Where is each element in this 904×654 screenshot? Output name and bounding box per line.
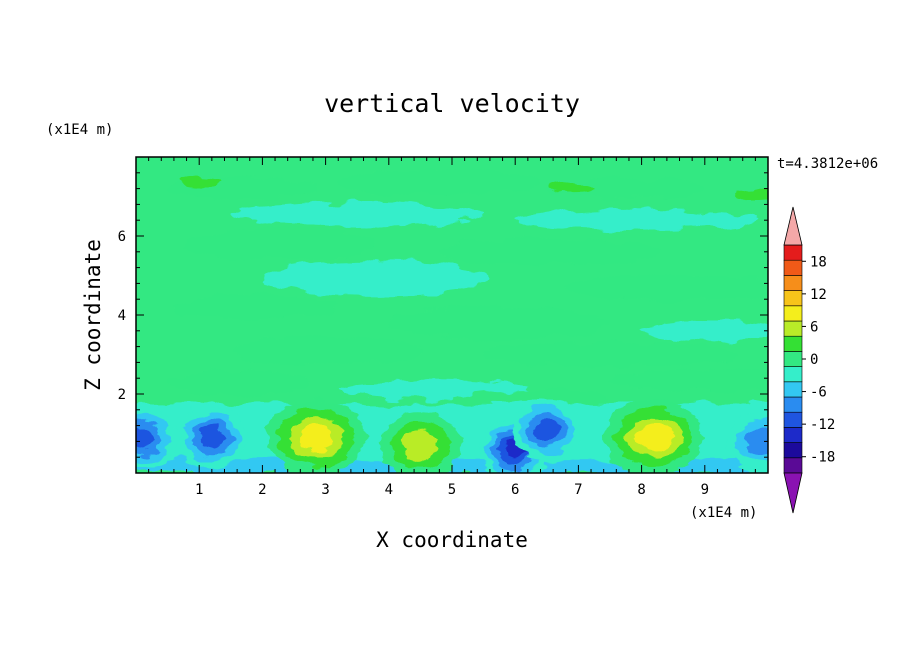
convective-cell-updraft [379, 413, 462, 473]
weak-updraft [733, 188, 768, 201]
colorbar-segment [783, 275, 803, 291]
colorbar-segment [783, 351, 803, 367]
contour-level [298, 424, 334, 451]
colorbar: 18 12 6 0 -6 -12 -18 [783, 206, 835, 514]
contour-level [402, 431, 439, 460]
convective-cell-downdraft [726, 409, 768, 473]
y-tick-label: 6 [118, 229, 126, 245]
colorbar-segment [783, 305, 803, 322]
colorbar-segment [783, 244, 803, 261]
x-tick-label: 3 [321, 482, 329, 498]
y-tick-label: 2 [118, 387, 126, 403]
contour-cells [136, 397, 768, 473]
weak-updraft [177, 176, 222, 189]
weak-updraft [549, 180, 595, 193]
colorbar-segment [783, 320, 803, 337]
colorbar-tick-label: -18 [810, 450, 835, 466]
streak-band [167, 369, 307, 395]
y-tick-label: 4 [118, 308, 126, 324]
x-tick-label: 8 [637, 482, 645, 498]
x-tick-label: 7 [574, 482, 582, 498]
streak-band [641, 320, 768, 342]
colorbar-segment [783, 381, 803, 398]
colorbar-tick-label: 12 [810, 287, 827, 303]
chart-title: vertical velocity [324, 89, 580, 118]
colorbar-segment [783, 442, 803, 459]
colorbar-segment [783, 411, 803, 428]
contour-level [534, 418, 559, 441]
x-tick-label: 6 [511, 482, 519, 498]
plot-area [136, 157, 768, 473]
streak-band [186, 228, 377, 260]
colorbar-under-triangle [783, 472, 803, 514]
streak-band [565, 274, 768, 301]
x-axis-ticks: 1 2 3 4 5 6 7 8 9 [148, 157, 756, 498]
colorbar-tick-label: 0 [810, 352, 818, 368]
streak-band [388, 307, 610, 339]
colorbar-tick-label: -6 [810, 385, 827, 401]
streak-band [515, 209, 756, 231]
colorbar-tick-label: -12 [810, 417, 835, 433]
contour-level [746, 427, 768, 456]
x-tick-label: 9 [701, 482, 709, 498]
colorbar-tick-label: 18 [810, 254, 827, 270]
x-tick-label: 4 [385, 482, 393, 498]
colorbar-over-triangle [783, 206, 803, 246]
streak-band [173, 294, 339, 320]
contour-level [637, 424, 672, 451]
convective-cell-updraft [266, 399, 366, 473]
x-axis-label: X coordinate [376, 528, 528, 552]
convective-cell-updraft [604, 399, 704, 473]
x-tick-label: 2 [258, 482, 266, 498]
colorbar-segment [783, 457, 803, 474]
streak-band [230, 202, 484, 227]
x-unit-label: (x1E4 m) [690, 505, 757, 521]
y-axis-label: Z coordinate [81, 239, 105, 391]
x-tick-label: 5 [448, 482, 456, 498]
y-unit-label: (x1E4 m) [46, 122, 113, 138]
streak-band [338, 169, 541, 196]
convective-cell-downdraft [136, 405, 178, 470]
streak-band [230, 336, 421, 365]
convective-cell-downdraft [177, 405, 247, 470]
x-tick-label: 1 [195, 482, 203, 498]
colorbar-segment [783, 366, 803, 383]
colorbar-segment [783, 427, 803, 443]
convective-cell-downdraft [512, 397, 582, 462]
streak-band [262, 260, 490, 295]
streak-band [610, 369, 768, 391]
streak-band [439, 238, 661, 265]
time-label: t=4.3812e+06 [777, 156, 878, 172]
contour-level [136, 426, 155, 449]
streak-band [483, 342, 737, 367]
colorbar-tick-label: 6 [810, 319, 818, 335]
colorbar-segment [783, 290, 803, 307]
colorbar-segment [783, 259, 803, 276]
colorbar-segment [783, 396, 803, 413]
y-axis-ticks: 2 4 6 [118, 172, 768, 458]
contour-level [199, 426, 224, 449]
colorbar-segment [783, 335, 803, 352]
